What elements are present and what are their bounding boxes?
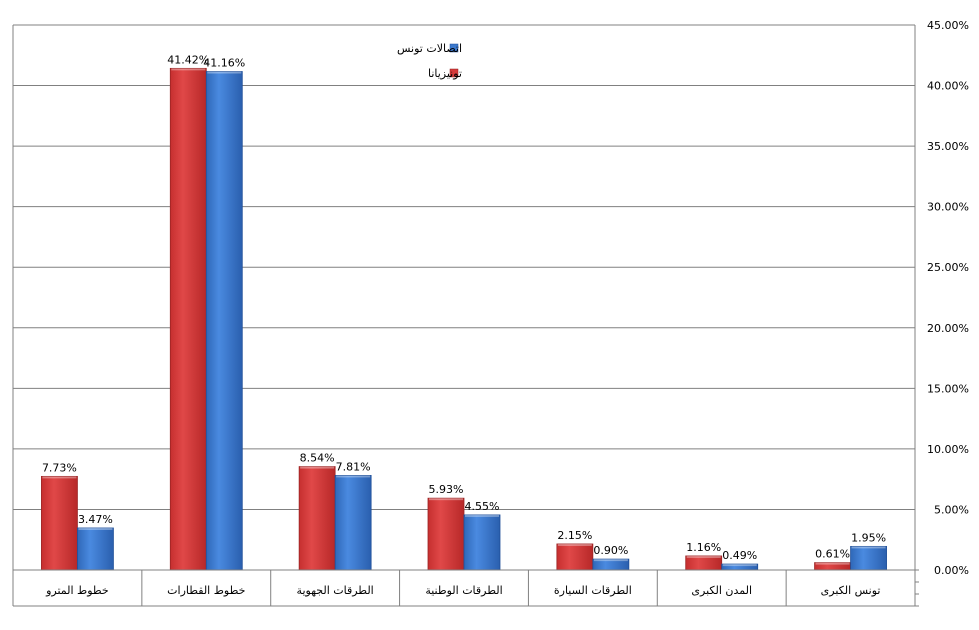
bar-highlight: [557, 543, 592, 546]
bar-tunisiana: [556, 543, 594, 571]
bar-tunisiana: [685, 555, 723, 571]
data-labels: 7.73% 3.47% 41.42%41.16% 8.54%7.81% 5.93%4.5…: [42, 53, 886, 562]
y-tick-label: 15.00%: [927, 382, 969, 395]
legend-label-etisalat: اتصالات تونس: [397, 42, 462, 55]
bar-highlight: [171, 68, 206, 71]
bar-tunisiana: [169, 67, 207, 571]
y-tick-label: 30.00%: [927, 201, 969, 214]
legend: اتصالات تونس تونيزيانا: [397, 42, 462, 80]
data-label: 7.73%: [42, 461, 77, 474]
bar-highlight: [593, 559, 628, 562]
bar-highlight: [722, 564, 757, 567]
bar-etisalat: [77, 527, 114, 571]
data-label: 0.90%: [593, 544, 628, 557]
category-label: المدن الكبرى: [691, 584, 752, 597]
axes: 0.00% 5.00% 10.00% 15.00% 20.00% 25.00% 30.00%…: [12, 19, 969, 607]
y-tick-label: 20.00%: [927, 322, 969, 335]
bar-highlight: [686, 555, 721, 558]
data-label: 5.93%: [429, 483, 464, 496]
bar-highlight: [336, 475, 371, 478]
bar-highlight: [78, 527, 113, 530]
data-label: 1.16%: [686, 541, 721, 554]
bar-etisalat: [463, 514, 501, 571]
legend-swatch-tunisiana: [449, 68, 459, 78]
y-tick-label: 45.00%: [927, 19, 969, 32]
category-label: تونس الكبرى: [821, 584, 881, 597]
data-label: 1.95%: [851, 531, 886, 544]
data-label: 4.55%: [465, 500, 500, 513]
bar-highlight: [429, 498, 463, 501]
y-tick-label: 40.00%: [927, 80, 969, 93]
y-tick-label: 35.00%: [927, 140, 969, 153]
bar-tunisiana: [41, 475, 78, 571]
bar-etisalat: [850, 545, 887, 571]
bars: [41, 67, 887, 571]
legend-label-tunisiana: تونيزيانا: [428, 67, 462, 80]
data-label: 2.15%: [557, 529, 592, 542]
legend-swatch-etisalat: [449, 43, 459, 53]
y-tick-label: 5.00%: [934, 503, 969, 516]
bar-highlight: [465, 514, 499, 517]
data-label: 41.42%: [167, 53, 209, 66]
category-label: خطوط القطارات: [167, 584, 245, 597]
data-label: 0.49%: [722, 549, 757, 562]
bar-highlight: [42, 476, 77, 479]
data-label: 3.47%: [78, 513, 113, 526]
bar-etisalat: [334, 475, 372, 571]
data-label: 7.81%: [336, 460, 371, 473]
data-label: 41.16%: [203, 57, 245, 70]
y-tick-label: 10.00%: [927, 443, 969, 456]
data-label: 0.61%: [815, 548, 850, 561]
bar-tunisiana: [298, 466, 336, 571]
data-label: 8.54%: [300, 452, 335, 465]
category-label: الطرقات الجهوية: [297, 584, 374, 597]
category-label: الطرقات الوطنية: [425, 584, 502, 597]
bar-highlight: [851, 546, 886, 549]
bar-etisalat: [205, 71, 243, 571]
category-label: الطرقات السيارة: [554, 584, 632, 597]
bar-highlight: [207, 71, 242, 74]
grid: [13, 24, 915, 571]
bar-tunisiana: [427, 497, 465, 571]
y-tick-label: 0.00%: [934, 564, 969, 577]
bar-highlight: [300, 466, 335, 469]
category-label: خطوط المترو: [45, 584, 109, 597]
bar-highlight: [815, 562, 850, 565]
y-tick-label: 25.00%: [927, 261, 969, 274]
